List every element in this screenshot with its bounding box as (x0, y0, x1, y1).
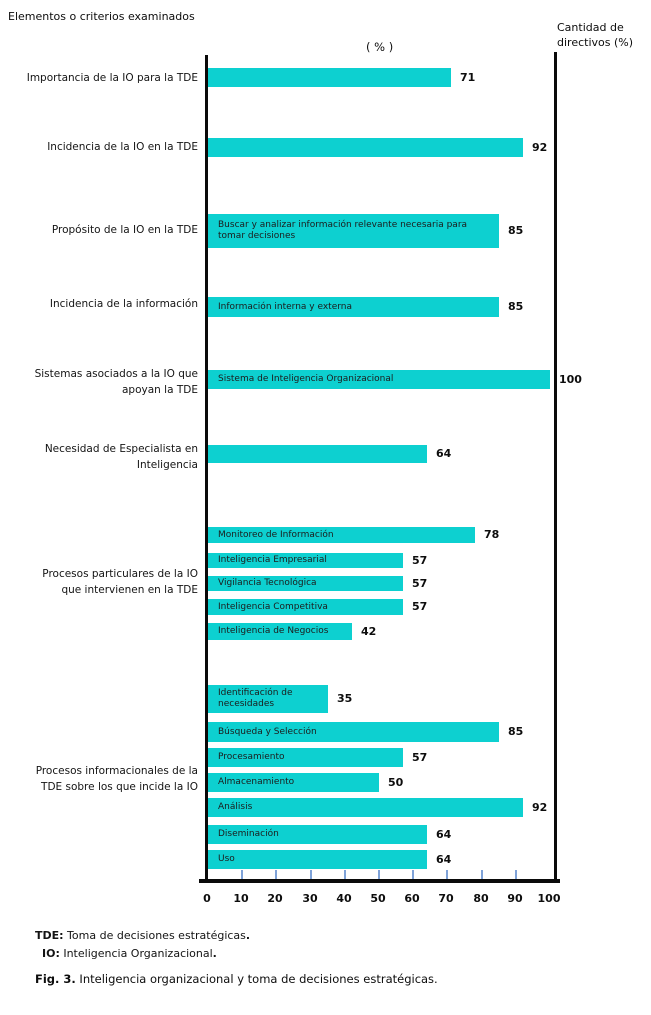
bar: Monitoreo de Información (208, 527, 475, 543)
bar-label: Uso (218, 854, 235, 864)
bar-value: 57 (412, 577, 428, 590)
caption-prefix: Fig. 3. (35, 972, 76, 986)
bar-label: Monitoreo de Información (218, 529, 334, 540)
category-label: Incidencia de la IO en la TDE (47, 141, 198, 153)
x-tick-label: 100 (537, 892, 561, 905)
footnote-term: TDE: (35, 929, 64, 942)
bar: Sistema de Inteligencia Organizacional (208, 370, 550, 389)
bar: Uso (208, 850, 427, 869)
bar: Búsqueda y Selección (208, 722, 499, 742)
bar (208, 68, 451, 87)
bar-value: 64 (436, 853, 452, 866)
x-tick (515, 870, 517, 879)
footnote-io: IO: Inteligencia Organizacional. (42, 947, 217, 960)
y-axis-line (205, 55, 208, 883)
bar-value: 92 (532, 141, 548, 154)
right-axis-title: Cantidad de directivos (%) (557, 21, 634, 49)
footnote-definition: Toma de decisiones estratégicas (63, 929, 246, 942)
bar: Inteligencia de Negocios (208, 623, 352, 640)
bar-value: 64 (436, 447, 452, 460)
x-tick (446, 870, 448, 879)
x-tick-label: 70 (438, 892, 454, 905)
left-axis-title: Elementos o criterios examinados (8, 10, 195, 23)
category-label: Propósito de la IO en la TDE (51, 224, 198, 236)
caption-text: Inteligencia organizacional y toma de de… (75, 972, 438, 986)
bar: Buscar y analizar información relevante … (208, 214, 499, 248)
bar-value: 42 (361, 625, 377, 638)
bar: Diseminación (208, 825, 427, 844)
category-label: Incidencia de la información (49, 298, 198, 310)
right-boundary-line (554, 52, 557, 883)
x-tick (412, 870, 414, 879)
bar-label: Almacenamiento (218, 777, 295, 787)
x-tick-label: 80 (473, 892, 489, 905)
bar-value: 92 (532, 801, 548, 814)
bar-label: Análisis (218, 802, 253, 812)
x-tick-label: 60 (404, 892, 420, 905)
bar-label: Inteligencia Competitiva (218, 601, 328, 612)
category-label: Procesos particulares de la IO que inter… (42, 568, 198, 596)
category-label: Necesidad de Especialista en Inteligenci… (44, 443, 198, 471)
bar-label: Sistema de Inteligencia Organizacional (218, 374, 394, 384)
percent-unit-label: ( % ) (366, 40, 394, 54)
x-tick-label: 50 (370, 892, 386, 905)
x-tick (344, 870, 346, 879)
bar-value: 57 (412, 554, 428, 567)
footnote-tde: TDE: Toma de decisiones estratégicas. (35, 929, 251, 942)
bar: Inteligencia Competitiva (208, 599, 403, 615)
bar-label: Inteligencia de Negocios (218, 626, 329, 636)
bar-value: 35 (337, 692, 353, 705)
bar: Procesamiento (208, 748, 403, 767)
x-tick (481, 870, 483, 879)
bar-label: Identificación de necesidades (218, 688, 293, 709)
bar-value: 64 (436, 828, 452, 841)
x-tick-label: 10 (233, 892, 249, 905)
bar: Identificación de necesidades (208, 685, 328, 713)
x-tick-label: 90 (507, 892, 523, 905)
bar-value: 85 (508, 725, 524, 738)
category-label: Sistemas asociados a la IO que apoyan la… (34, 368, 198, 396)
bar-label: Procesamiento (218, 752, 285, 762)
bar (208, 138, 523, 157)
bar-value: 78 (484, 528, 500, 541)
x-tick-label: 20 (267, 892, 283, 905)
bar-value: 57 (412, 600, 428, 613)
footnote-definition: Inteligencia Organizacional (59, 947, 213, 960)
bar-value: 50 (388, 776, 404, 789)
bar-label: Inteligencia Empresarial (218, 555, 327, 565)
bar-value: 85 (508, 300, 524, 313)
bar-value: 100 (559, 373, 582, 386)
x-tick (275, 870, 277, 879)
bar: Vigilancia Tecnológica (208, 576, 403, 591)
bar: Información interna y externa (208, 297, 499, 317)
bar-value: 85 (508, 224, 524, 237)
bar-label: Diseminación (218, 829, 279, 839)
bar-label: Vigilancia Tecnológica (218, 578, 317, 588)
x-tick-label: 0 (203, 892, 211, 905)
category-label: Importancia de la IO para la TDE (26, 72, 198, 84)
bar: Análisis (208, 798, 523, 817)
bar-label: Búsqueda y Selección (218, 726, 317, 737)
bar-value: 57 (412, 751, 428, 764)
bar: Inteligencia Empresarial (208, 553, 403, 568)
bar-value: 71 (460, 71, 476, 84)
figure-caption: Fig. 3. Inteligencia organizacional y to… (35, 972, 438, 986)
category-label: Procesos informacionales de la TDE sobre… (35, 765, 198, 793)
footnote-term: IO: (42, 947, 60, 960)
x-tick-label: 30 (302, 892, 318, 905)
x-tick (241, 870, 243, 879)
bar (208, 445, 427, 463)
bar: Almacenamiento (208, 773, 379, 792)
x-tick (310, 870, 312, 879)
bar-label: Información interna y externa (218, 301, 352, 312)
bar-label: Buscar y analizar información relevante … (218, 220, 468, 241)
x-tick (378, 870, 380, 879)
x-axis-line (199, 879, 560, 883)
x-tick-label: 40 (336, 892, 352, 905)
